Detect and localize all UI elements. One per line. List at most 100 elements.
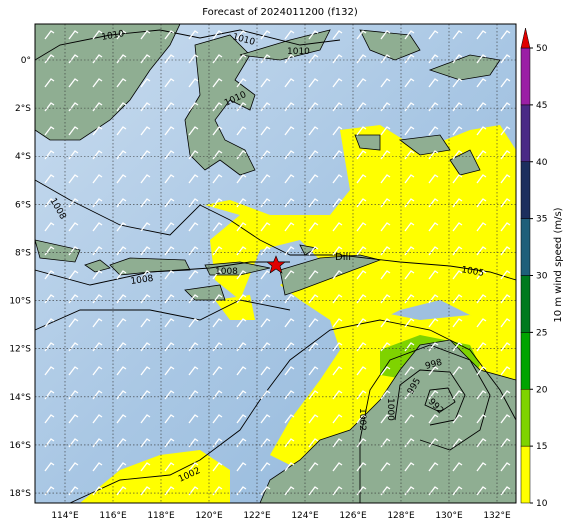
wind-barb	[116, 30, 127, 40]
wind-barb	[308, 30, 319, 40]
wind-barb	[92, 222, 103, 232]
wind-barb	[428, 78, 439, 88]
wind-barb	[44, 126, 55, 136]
wind-barb	[356, 486, 367, 496]
wind-barb	[500, 198, 511, 208]
wind-barb	[356, 222, 367, 232]
wind-barb	[116, 174, 127, 184]
wind-barb	[164, 270, 175, 280]
wind-barb	[260, 390, 271, 400]
colorbar-tick-label: 50	[536, 44, 548, 54]
wind-barb	[44, 30, 55, 40]
wind-barb	[452, 342, 463, 352]
wind-barb	[260, 222, 271, 232]
wind-barb	[500, 294, 511, 304]
wind-barb	[500, 174, 511, 184]
wind-barb	[44, 438, 55, 448]
wind-barb	[500, 102, 511, 112]
wind-barb	[356, 126, 367, 136]
wind-barb	[428, 366, 439, 376]
wind-barb	[404, 222, 415, 232]
wind-barb	[92, 390, 103, 400]
lat-tick-label: 16°S	[9, 441, 31, 451]
wind-barb	[428, 270, 439, 280]
wind-barb	[44, 54, 55, 64]
wind-barb	[140, 438, 151, 448]
wind-barb	[356, 102, 367, 112]
wind-barb	[452, 78, 463, 88]
wind-barb	[212, 270, 223, 280]
wind-barb	[500, 462, 511, 472]
wind-barb	[404, 366, 415, 376]
wind-barb	[284, 462, 295, 472]
wind-barb	[260, 318, 271, 328]
wind-barb	[308, 486, 319, 496]
lat-tick-label: 6°S	[15, 200, 31, 210]
wind-barb	[236, 174, 247, 184]
wind-barb	[380, 30, 391, 40]
lon-tick-label: 130°E	[435, 511, 463, 521]
wind-barb	[332, 486, 343, 496]
wind-barb	[476, 246, 487, 256]
wind-barb	[404, 30, 415, 40]
wind-barb	[500, 78, 511, 88]
lat-tick-label: 10°S	[9, 297, 31, 307]
wind-barb	[260, 414, 271, 424]
wind-barb	[164, 294, 175, 304]
wind-barb	[140, 486, 151, 496]
wind-barb	[92, 270, 103, 280]
wind-barb	[428, 222, 439, 232]
wind-barb	[116, 366, 127, 376]
wind-barb	[476, 222, 487, 232]
wind-barb	[68, 414, 79, 424]
wind-barb	[188, 126, 199, 136]
wind-barb	[236, 54, 247, 64]
wind-barb	[92, 30, 103, 40]
wind-barb	[284, 390, 295, 400]
wind-barb	[476, 486, 487, 496]
wind-barb	[236, 462, 247, 472]
wind-barb	[236, 270, 247, 280]
wind-barb	[284, 270, 295, 280]
lat-tick-label: 4°S	[15, 152, 31, 162]
wind-barb	[476, 198, 487, 208]
wind-barb	[356, 174, 367, 184]
wind-barb	[476, 414, 487, 424]
wind-barb	[500, 438, 511, 448]
wind-barb	[428, 30, 439, 40]
colorbar-tick-label: 15	[536, 442, 547, 452]
wind-barb	[260, 54, 271, 64]
wind-barb	[164, 486, 175, 496]
colorbar-segment	[520, 389, 531, 447]
contour-label: 998	[424, 358, 443, 372]
lon-tick-label: 122°E	[243, 511, 271, 521]
location-star	[266, 255, 286, 274]
wind-barb	[68, 342, 79, 352]
wind-barb	[212, 342, 223, 352]
contour-label: 1010	[101, 29, 126, 43]
wind-barb	[284, 126, 295, 136]
wind-barb	[332, 78, 343, 88]
wind-barb	[332, 270, 343, 280]
wind-barb	[356, 318, 367, 328]
wind-barb	[404, 414, 415, 424]
wind-barb	[428, 318, 439, 328]
axis-labels: 114°E 116°E 118°E 120°E 122°E 124°E 126°E 128°E…	[9, 56, 511, 521]
wind-barb	[428, 54, 439, 64]
wind-barb	[92, 174, 103, 184]
wind-barb	[500, 30, 511, 40]
wind-barb	[404, 78, 415, 88]
wind-barb	[188, 150, 199, 160]
wind-barb	[308, 294, 319, 304]
wind-barb	[212, 438, 223, 448]
wind-barb	[404, 318, 415, 328]
wind-barb	[476, 342, 487, 352]
lon-tick-label: 128°E	[387, 511, 415, 521]
wind-barb	[476, 30, 487, 40]
wind-barb	[380, 366, 391, 376]
contour-label: 1000	[385, 398, 395, 421]
wind-barb	[476, 294, 487, 304]
wind-barb	[452, 54, 463, 64]
wind-barb	[428, 462, 439, 472]
